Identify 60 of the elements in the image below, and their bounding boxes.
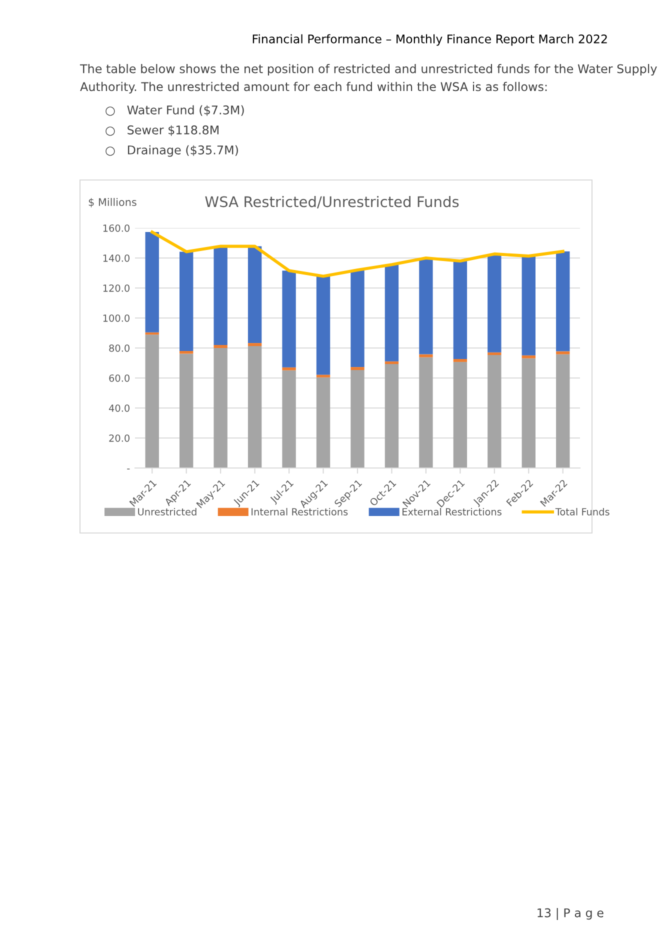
- bar: [384, 361, 399, 364]
- bar: [214, 345, 228, 348]
- bar: [556, 351, 570, 354]
- bar: [384, 264, 399, 362]
- bar: [556, 251, 570, 352]
- text: The table below shows the net position of restricted and unrestricted funds for the Water Supply Authority. The unrestricted amount for each fund within the WSA is as follows:: [80, 64, 657, 94]
- legend-label: Internal Restrictions: [252, 508, 348, 516]
- bar: [419, 258, 433, 354]
- bar: [453, 358, 468, 362]
- bar: [522, 358, 536, 468]
- bar: [419, 354, 433, 358]
- y-tick-label: 140.0: [103, 254, 130, 262]
- bar: [248, 343, 262, 346]
- legend-label: Unrestricted: [138, 508, 196, 516]
- y-tick-label: 40.0: [108, 404, 130, 412]
- bar: [350, 370, 364, 468]
- text: ○ Water Fund ($7.3M): [106, 105, 244, 116]
- bar: [556, 354, 570, 468]
- bar: [488, 355, 502, 468]
- bar: [522, 355, 536, 358]
- y-tick-label: 20.0: [109, 434, 130, 442]
- bar: [180, 351, 194, 354]
- bar: [316, 276, 330, 375]
- bar: [145, 232, 159, 332]
- y-tick-label: 80.0: [109, 344, 130, 352]
- bar: [180, 252, 194, 351]
- bar: [316, 377, 330, 468]
- bar: [350, 367, 364, 370]
- y-tick-label: 120.0: [103, 284, 130, 292]
- text: Financial Performance – Monthly Finance Report March 2022: [252, 34, 607, 46]
- bar: [248, 346, 262, 468]
- y-axis-title: $ Millions: [88, 198, 136, 208]
- bar: [453, 261, 468, 359]
- bar: [488, 254, 502, 352]
- bar: [522, 256, 536, 356]
- bar: [248, 246, 262, 344]
- legend-label: Total Funds: [555, 508, 610, 516]
- y-tick-label: 60.0: [109, 374, 130, 382]
- text: 13 | P a g e: [538, 908, 604, 920]
- bar: [488, 352, 502, 356]
- text: ○ Sewer $118.8M: [106, 125, 218, 136]
- bar: [453, 362, 468, 468]
- legend-label: External Restrictions: [402, 508, 502, 516]
- bar: [145, 334, 159, 468]
- y-tick-label: 100.0: [103, 314, 130, 322]
- bar: [282, 367, 296, 370]
- bar: [419, 357, 433, 468]
- bar: [316, 374, 330, 378]
- text: ○ Drainage ($35.7M): [106, 145, 238, 157]
- y-tick-label: 160.0: [103, 224, 130, 232]
- bar: [350, 270, 364, 368]
- bar: [282, 270, 296, 368]
- bar: [282, 370, 296, 468]
- y-tick-label: -: [127, 468, 130, 470]
- line-series: [150, 230, 564, 278]
- bar: [214, 246, 228, 345]
- bar: [180, 354, 194, 468]
- bar: [384, 364, 399, 468]
- chart-title: WSA Restricted/Unrestricted Funds: [205, 196, 459, 208]
- bar: [214, 348, 228, 468]
